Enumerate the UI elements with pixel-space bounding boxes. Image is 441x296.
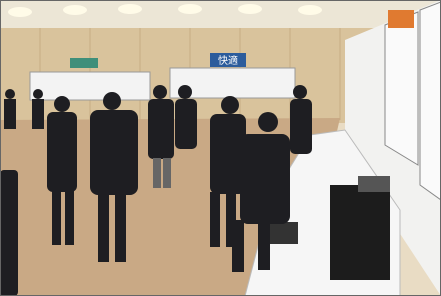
- equipment: [330, 185, 390, 280]
- orange-sign: [388, 10, 414, 28]
- panel: [420, 2, 441, 200]
- panel: [385, 12, 418, 165]
- device: [358, 176, 390, 192]
- page: 快適 (() => { const data = JSON.parse(docu…: [0, 0, 441, 296]
- photo: 快適: [0, 0, 441, 296]
- sign-text: 快適: [218, 54, 238, 67]
- ceiling: [0, 0, 441, 28]
